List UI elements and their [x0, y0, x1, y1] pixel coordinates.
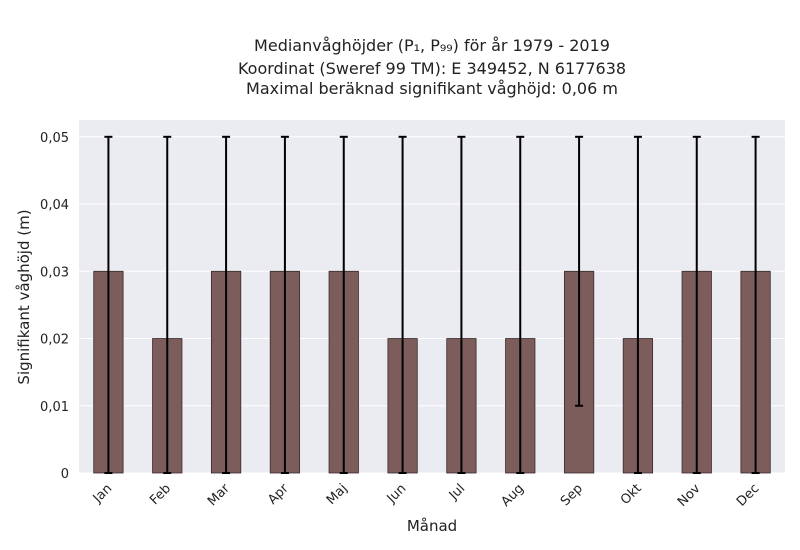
error-bar-okt: [633, 135, 642, 474]
y-tick-label: 0,05: [40, 131, 69, 146]
y-tick-label: 0,02: [40, 333, 69, 348]
error-bars: [104, 135, 760, 474]
plot-area: [79, 120, 785, 473]
x-tick-label-jan: Jan: [90, 481, 115, 506]
error-bar-feb: [163, 135, 172, 474]
x-tick-label-sep: Sep: [558, 481, 586, 509]
chart-title-line-3: Maximal beräknad signifikant våghöjd: 0,…: [246, 79, 618, 98]
error-bar-jul: [457, 135, 466, 474]
x-tick-label-jul: Jul: [446, 481, 468, 503]
x-axis-ticks: Jan Feb Mar Apr Maj Jun Jul Aug Sep Okt Nov Dec: [90, 481, 763, 510]
error-bar-apr: [280, 135, 289, 474]
error-bar-mar: [222, 135, 231, 474]
x-tick-label-aug: Aug: [499, 481, 528, 510]
grid-lines: [79, 136, 785, 474]
error-bar-nov: [692, 135, 701, 474]
x-tick-label-maj: Maj: [324, 481, 351, 508]
y-tick-label: 0,01: [40, 400, 69, 415]
x-tick-label-mar: Mar: [205, 481, 233, 509]
error-bar-aug: [516, 135, 525, 474]
x-tick-label-nov: Nov: [675, 481, 704, 510]
error-bar-jun: [398, 135, 407, 474]
chart-title-line-2: Koordinat (Sweref 99 TM): E 349452, N 61…: [238, 59, 626, 78]
x-tick-label-dec: Dec: [734, 481, 762, 509]
y-tick-label: 0,04: [40, 198, 69, 213]
y-tick-label: 0: [61, 467, 69, 482]
error-bar-dec: [751, 135, 760, 474]
error-bar-maj: [339, 135, 348, 474]
x-tick-label-okt: Okt: [618, 481, 645, 508]
y-axis-label: Signifikant våghöjd (m): [15, 209, 33, 384]
x-tick-label-apr: Apr: [265, 481, 292, 508]
x-axis-label: Månad: [407, 517, 457, 535]
error-bar-jan: [104, 135, 113, 474]
y-axis-ticks: 0 0,01 0,02 0,03 0,04 0,05: [40, 131, 69, 482]
error-bar-sep: [575, 135, 584, 407]
y-tick-label: 0,03: [40, 265, 69, 280]
x-tick-label-jun: Jun: [384, 481, 410, 507]
x-tick-label-feb: Feb: [147, 481, 174, 508]
chart-title-line-1: Medianvåghöjder (P₁, P₉₉) för år 1979 - …: [254, 36, 610, 55]
